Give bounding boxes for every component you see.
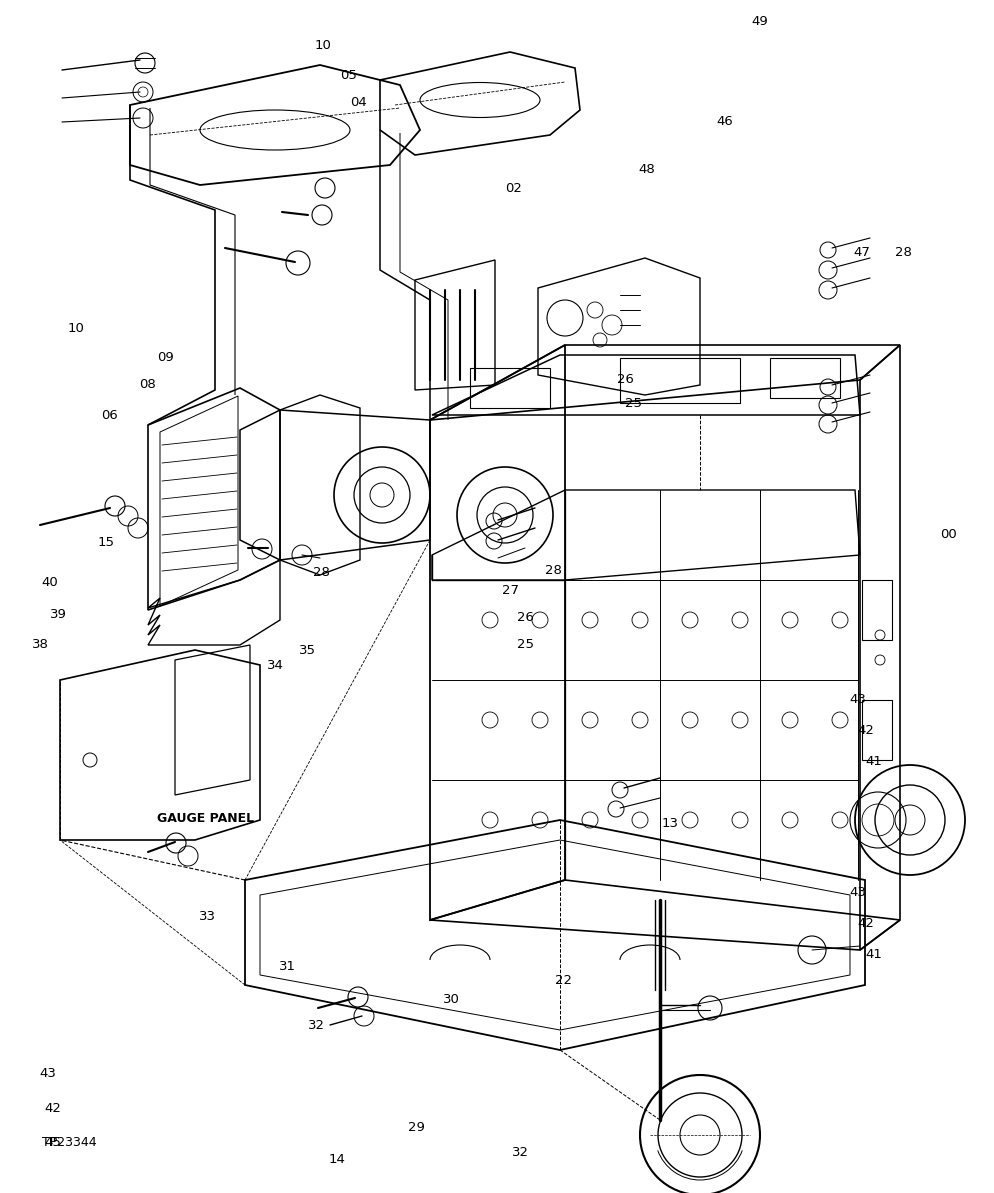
Text: 41: 41: [865, 755, 882, 767]
Text: 26: 26: [517, 612, 534, 624]
Text: 42: 42: [857, 724, 874, 736]
Text: 45: 45: [45, 1137, 62, 1149]
Text: 42: 42: [857, 917, 874, 929]
Text: 33: 33: [199, 910, 216, 922]
Text: 34: 34: [266, 660, 283, 672]
Text: 43: 43: [849, 693, 866, 705]
Text: GAUGE PANEL: GAUGE PANEL: [157, 812, 254, 824]
Bar: [861, 700, 891, 760]
Text: 49: 49: [750, 16, 767, 27]
Text: 35: 35: [298, 644, 315, 656]
Text: 32: 32: [308, 1020, 325, 1032]
Text: 10: 10: [314, 39, 331, 51]
Text: 25: 25: [517, 638, 534, 650]
Text: 31: 31: [278, 960, 295, 972]
Bar: [469, 367, 550, 408]
Text: 38: 38: [32, 638, 49, 650]
Text: 00: 00: [939, 528, 956, 540]
Text: 28: 28: [895, 247, 911, 259]
Text: 09: 09: [157, 352, 174, 364]
Text: 13: 13: [661, 817, 678, 829]
Text: 29: 29: [408, 1121, 424, 1133]
Bar: [769, 358, 839, 398]
Text: 26: 26: [616, 373, 633, 385]
Text: 40: 40: [42, 576, 59, 588]
Text: 25: 25: [624, 397, 641, 409]
Text: 27: 27: [502, 585, 519, 596]
Text: 06: 06: [101, 409, 118, 421]
Text: 41: 41: [865, 948, 882, 960]
Text: 15: 15: [97, 537, 114, 549]
Text: 14: 14: [328, 1154, 345, 1166]
Text: 08: 08: [139, 378, 156, 390]
Text: 43: 43: [40, 1068, 57, 1080]
Text: 30: 30: [442, 994, 459, 1006]
Text: 47: 47: [853, 247, 870, 259]
Text: 43: 43: [849, 886, 866, 898]
Text: 46: 46: [716, 116, 733, 128]
Bar: [619, 358, 740, 403]
Text: 42: 42: [45, 1102, 62, 1114]
Text: 39: 39: [50, 608, 67, 620]
Text: 28: 28: [313, 567, 330, 579]
Text: 05: 05: [340, 69, 357, 81]
Bar: [861, 580, 891, 639]
Text: 22: 22: [555, 975, 572, 987]
Text: 04: 04: [350, 97, 367, 109]
Text: 28: 28: [545, 564, 562, 576]
Text: 48: 48: [638, 163, 655, 175]
Text: 02: 02: [505, 183, 522, 194]
Text: TP23344: TP23344: [42, 1137, 96, 1150]
Text: 32: 32: [512, 1146, 529, 1158]
Text: 10: 10: [68, 322, 84, 334]
